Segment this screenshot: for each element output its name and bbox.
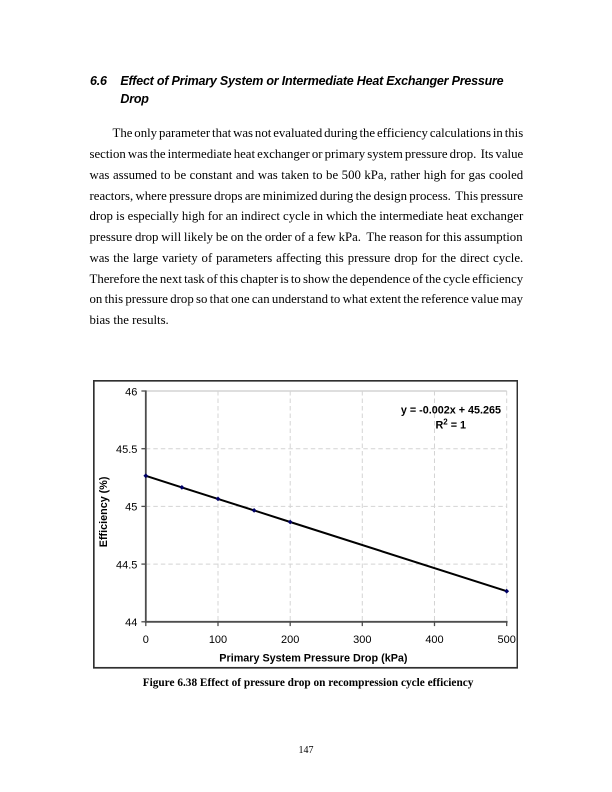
svg-text:300: 300: [353, 634, 371, 646]
svg-text:45.5: 45.5: [116, 444, 137, 456]
svg-text:44.5: 44.5: [116, 560, 137, 572]
svg-text:y = -0.002x + 45.265: y = -0.002x + 45.265: [401, 405, 501, 417]
svg-text:R2 = 1: R2 = 1: [436, 418, 467, 432]
svg-text:200: 200: [281, 634, 299, 646]
svg-text:44: 44: [125, 617, 137, 629]
svg-text:0: 0: [143, 634, 149, 646]
svg-text:100: 100: [209, 634, 227, 646]
svg-text:Efficiency (%): Efficiency (%): [98, 476, 110, 547]
svg-text:Primary System Pressure Drop (: Primary System Pressure Drop (kPa): [220, 653, 409, 665]
svg-text:45: 45: [125, 502, 137, 514]
svg-text:46: 46: [125, 387, 137, 399]
svg-text:500: 500: [498, 634, 516, 646]
svg-text:400: 400: [426, 634, 444, 646]
